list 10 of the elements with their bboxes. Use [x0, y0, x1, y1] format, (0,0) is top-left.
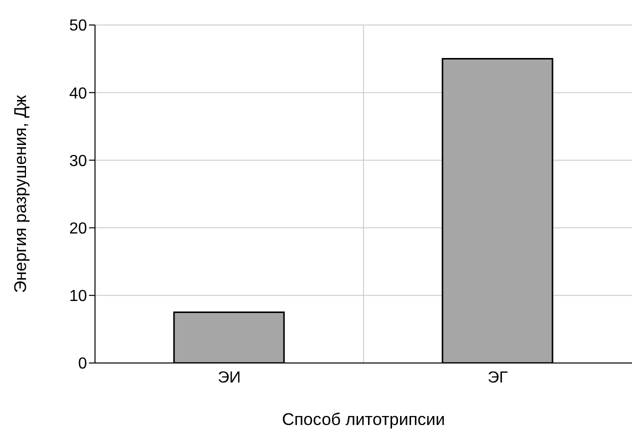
- y-axis-title: Энергия разрушения, Дж: [11, 94, 30, 293]
- y-tick-label: 50: [69, 18, 88, 35]
- y-tick-label: 30: [69, 152, 88, 170]
- y-tick-label: 10: [69, 288, 88, 306]
- y-tick-label: 0: [78, 356, 88, 373]
- x-tick-label: ЭИ: [218, 369, 241, 386]
- y-tick-label: 20: [69, 220, 88, 238]
- x-axis-title: Способ литотрипсии: [282, 410, 446, 429]
- y-tick-label: 40: [69, 85, 88, 102]
- x-tick-label: ЭГ: [488, 369, 508, 386]
